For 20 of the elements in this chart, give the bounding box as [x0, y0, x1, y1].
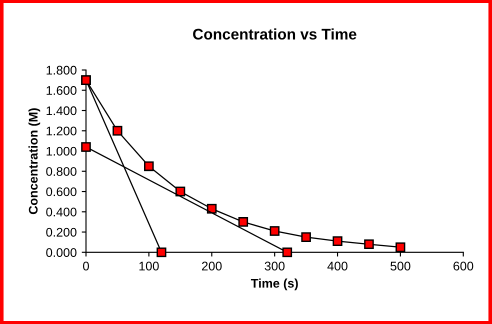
y-tick-label: 0.400 [46, 208, 76, 216]
x-tick-label: 200 [202, 262, 222, 271]
y-tick-label: 1.200 [46, 126, 76, 136]
y-tick-label: 1.600 [46, 86, 76, 95]
y-axis-title: Concentration (M) [28, 108, 40, 214]
x-tick-label: 500 [390, 262, 410, 271]
y-tick-label: 0.000 [46, 248, 76, 257]
y-tick-label: 0.600 [46, 187, 76, 196]
x-axis-title: Time (s) [250, 278, 298, 290]
y-tick-label: 0.800 [46, 167, 76, 176]
x-tick-label: 400 [327, 262, 348, 271]
chart-title: Concentration vs Time [193, 28, 356, 40]
y-tick-label: 0.200 [46, 228, 76, 237]
x-tick-label: 0 [83, 262, 89, 271]
y-tick-label: 1.400 [46, 106, 76, 116]
y-tick-label: 1.000 [46, 146, 76, 156]
y-tick-label: 1.800 [46, 66, 76, 75]
x-tick-label: 100 [139, 262, 159, 271]
x-tick-label: 300 [264, 262, 285, 271]
x-tick-label: 600 [454, 262, 474, 271]
